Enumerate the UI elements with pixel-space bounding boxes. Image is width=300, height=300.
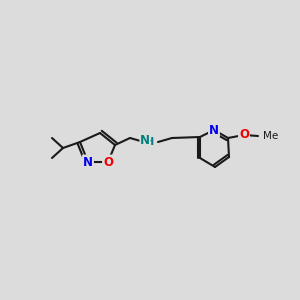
Text: H: H — [146, 137, 154, 147]
Text: Me: Me — [263, 131, 278, 141]
Text: N: N — [83, 155, 93, 169]
Text: N: N — [140, 134, 150, 148]
Text: O: O — [239, 128, 249, 142]
Text: O: O — [103, 155, 113, 169]
Text: N: N — [209, 124, 219, 136]
